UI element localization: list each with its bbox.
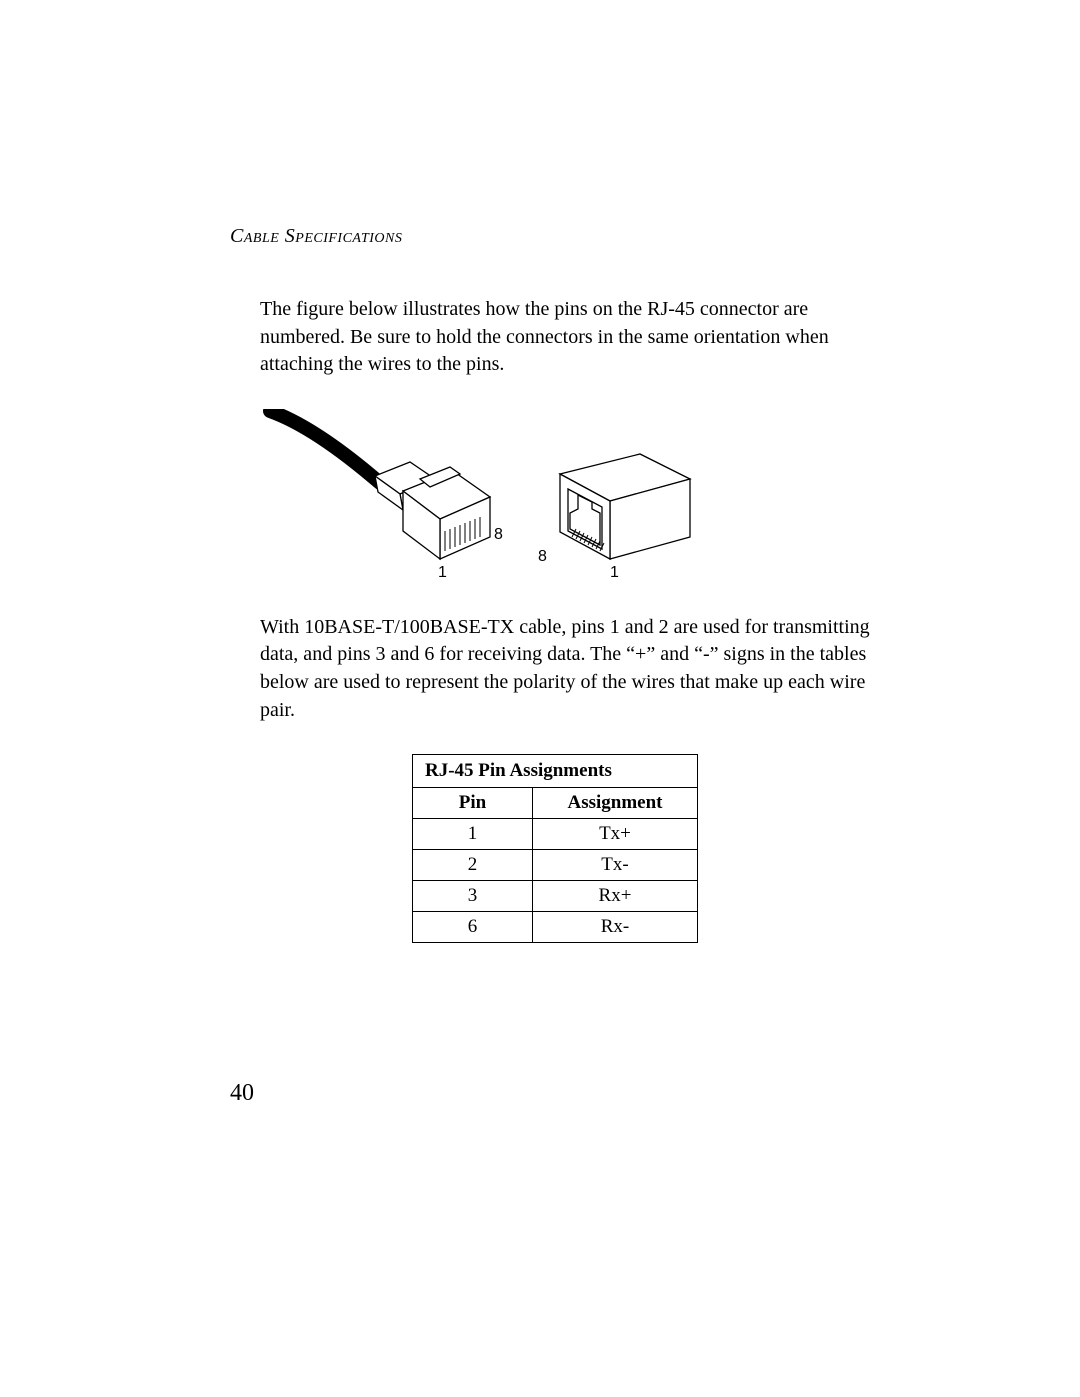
cell-assignment: Rx+	[533, 881, 698, 912]
cell-assignment: Rx-	[533, 912, 698, 943]
rj45-figure: 8 1	[260, 409, 880, 584]
jack-pin8-label: 8	[538, 548, 547, 565]
jack-pin1-label: 1	[610, 564, 619, 579]
section-header: Cable Specifications	[230, 225, 880, 248]
intro-paragraph: The figure below illustrates how the pin…	[260, 296, 880, 379]
pin-assignments-table: RJ-45 Pin Assignments Pin Assignment 1 T…	[412, 754, 698, 943]
table-row: 3 Rx+	[413, 881, 698, 912]
page-number: 40	[230, 1080, 254, 1107]
table-row: 6 Rx-	[413, 912, 698, 943]
cell-pin: 3	[413, 881, 533, 912]
plug-pin1-label: 1	[438, 564, 447, 579]
col-header-assignment: Assignment	[533, 788, 698, 819]
cell-pin: 1	[413, 819, 533, 850]
table-title: RJ-45 Pin Assignments	[413, 755, 698, 788]
pins-paragraph: With 10BASE-T/100BASE-TX cable, pins 1 a…	[260, 614, 880, 724]
table-row: 1 Tx+	[413, 819, 698, 850]
cell-pin: 2	[413, 850, 533, 881]
cell-assignment: Tx-	[533, 850, 698, 881]
cell-pin: 6	[413, 912, 533, 943]
table-row: 2 Tx-	[413, 850, 698, 881]
col-header-pin: Pin	[413, 788, 533, 819]
rj45-svg: 8 1	[260, 409, 710, 579]
cell-assignment: Tx+	[533, 819, 698, 850]
plug-pin8-label: 8	[494, 526, 503, 543]
page: Cable Specifications The figure below il…	[0, 0, 1080, 1397]
